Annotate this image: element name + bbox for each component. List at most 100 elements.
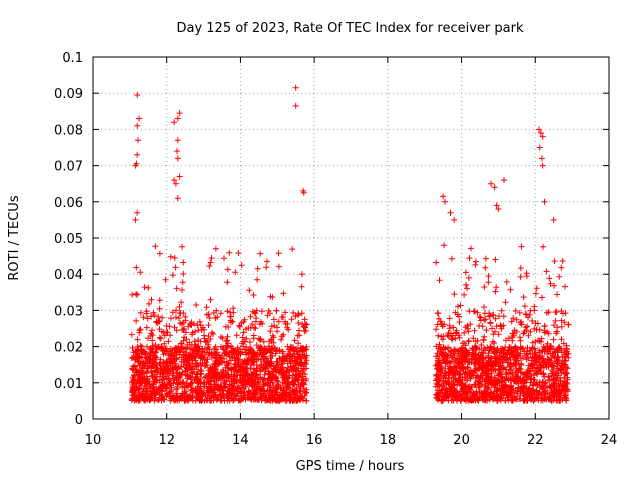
data-point <box>516 334 523 341</box>
data-point <box>537 364 543 371</box>
data-point <box>469 351 476 358</box>
data-point <box>187 364 194 371</box>
data-point <box>437 318 444 325</box>
data-point <box>562 310 569 317</box>
data-point <box>532 358 539 365</box>
data-point <box>437 346 444 353</box>
data-point <box>157 366 164 373</box>
data-point <box>298 394 305 401</box>
data-point <box>182 329 189 336</box>
data-point <box>474 366 480 373</box>
data-point <box>514 353 520 360</box>
data-point <box>210 331 217 337</box>
data-point <box>195 327 202 334</box>
data-point <box>547 397 554 403</box>
data-point <box>162 364 169 370</box>
data-point <box>287 385 294 392</box>
data-point <box>464 322 471 329</box>
data-point <box>454 381 461 388</box>
data-point <box>550 376 557 383</box>
data-point <box>549 363 555 370</box>
data-point <box>285 381 292 388</box>
data-point <box>440 193 447 200</box>
data-point <box>210 393 217 400</box>
data-point <box>491 350 498 357</box>
data-point <box>193 378 200 385</box>
data-point <box>129 378 136 385</box>
data-point <box>556 344 563 350</box>
data-point <box>215 361 222 368</box>
data-point <box>275 250 282 257</box>
data-point <box>435 332 442 339</box>
data-point <box>173 327 180 334</box>
data-point <box>512 308 519 314</box>
data-point <box>164 368 171 375</box>
data-point <box>301 371 308 378</box>
data-point <box>511 393 518 400</box>
data-point <box>175 381 181 388</box>
data-point <box>561 347 568 354</box>
data-point <box>240 329 247 336</box>
data-point <box>133 387 139 394</box>
data-point <box>481 284 488 290</box>
data-point <box>482 255 489 262</box>
data-point <box>301 316 308 323</box>
data-point <box>464 376 471 382</box>
data-point <box>443 387 449 394</box>
data-point <box>468 245 474 252</box>
data-point <box>232 269 239 276</box>
data-point <box>517 319 524 326</box>
data-point <box>517 344 524 351</box>
data-point <box>562 283 568 290</box>
data-point <box>486 313 493 320</box>
data-point <box>501 381 508 388</box>
data-point <box>523 327 530 334</box>
data-point <box>513 345 520 352</box>
data-point <box>561 383 568 390</box>
data-point <box>192 388 199 395</box>
data-point <box>498 323 505 330</box>
data-point <box>153 349 159 355</box>
data-point <box>152 243 159 250</box>
data-point <box>156 334 163 341</box>
data-point <box>273 348 280 355</box>
data-point <box>508 318 515 325</box>
data-point <box>538 155 545 162</box>
grid-lines <box>93 57 609 419</box>
data-point <box>160 359 167 366</box>
data-point <box>520 380 527 387</box>
data-point <box>547 357 554 364</box>
data-point <box>145 395 152 402</box>
data-point <box>452 329 459 336</box>
data-point <box>496 378 503 385</box>
data-point <box>177 374 184 380</box>
data-point <box>513 328 520 335</box>
data-point <box>270 334 277 341</box>
data-point <box>295 353 302 360</box>
data-point <box>173 364 180 371</box>
data-point <box>173 355 180 362</box>
data-point <box>170 380 177 387</box>
data-point <box>482 347 489 354</box>
data-point <box>562 353 569 360</box>
data-point <box>292 102 299 109</box>
data-point <box>445 369 452 376</box>
data-point <box>530 354 537 361</box>
data-point <box>499 356 506 363</box>
data-point <box>241 371 248 378</box>
data-point <box>178 299 185 306</box>
data-point <box>457 374 464 381</box>
data-point <box>464 349 471 356</box>
data-point <box>492 288 499 295</box>
data-point <box>225 360 232 367</box>
data-point <box>178 363 185 370</box>
data-point <box>139 364 146 371</box>
data-point <box>168 315 174 322</box>
data-point <box>148 368 154 374</box>
data-point <box>205 372 211 379</box>
x-tick-label: 20 <box>453 433 470 448</box>
data-point <box>481 304 487 311</box>
data-point <box>226 392 233 398</box>
data-point <box>484 385 491 392</box>
data-point <box>157 335 164 342</box>
